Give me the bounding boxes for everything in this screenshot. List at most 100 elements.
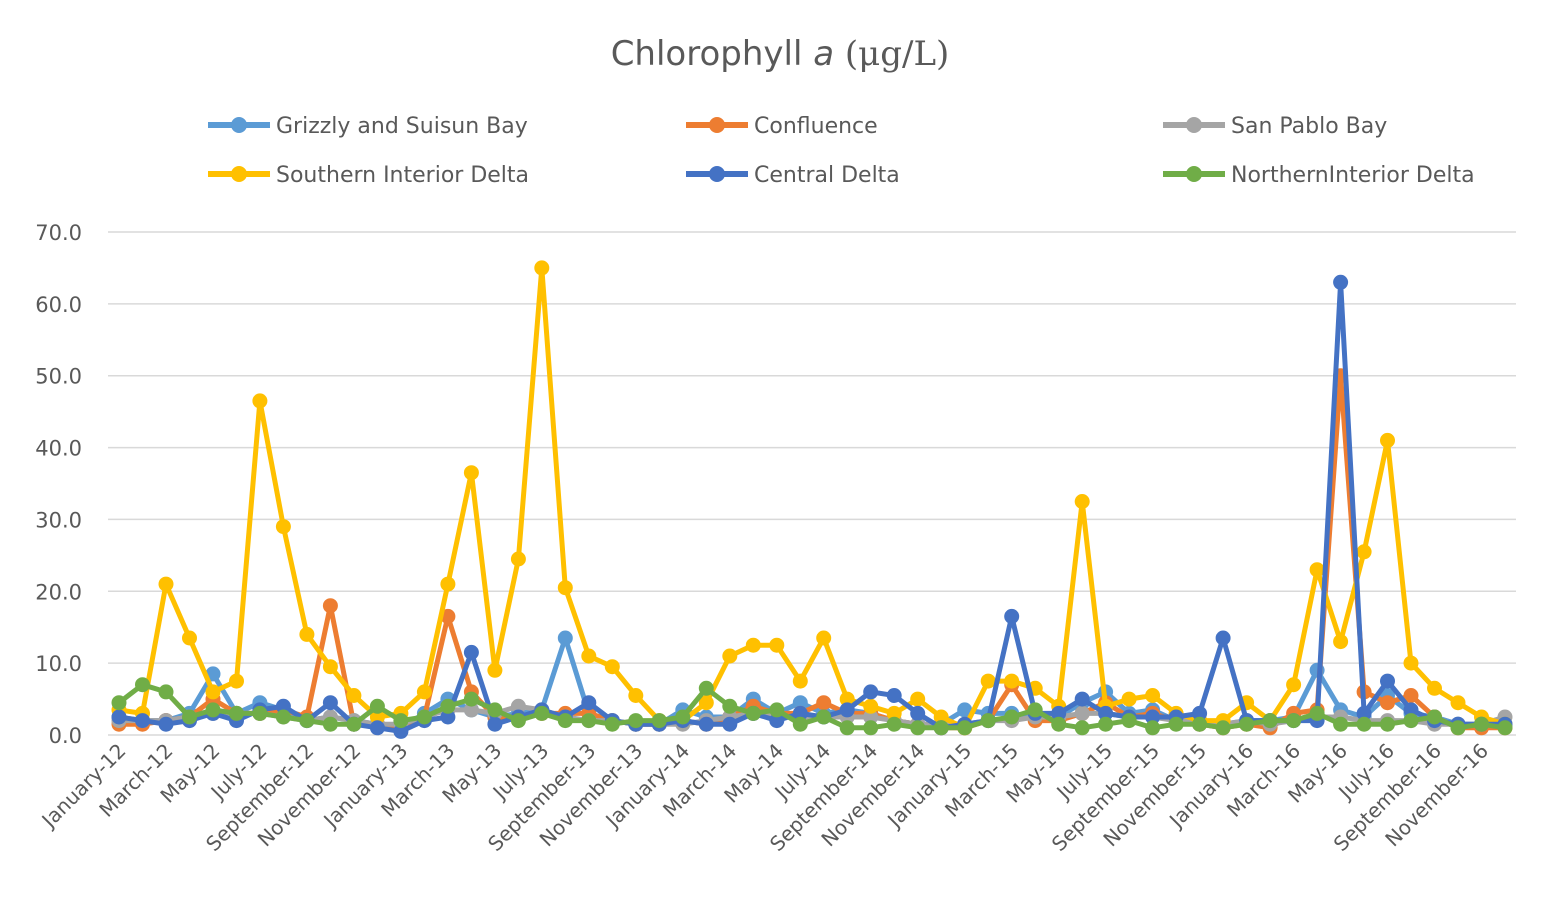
data-point xyxy=(416,709,432,725)
data-point xyxy=(886,705,902,721)
data-point xyxy=(1145,720,1161,736)
data-point xyxy=(135,713,150,729)
data-point xyxy=(1356,705,1372,721)
data-point xyxy=(534,260,550,276)
data-point xyxy=(863,698,879,714)
data-point xyxy=(322,695,338,711)
data-point xyxy=(322,598,338,614)
chart-title-unit: (μg/L) xyxy=(834,34,949,74)
data-point xyxy=(745,705,761,721)
data-point xyxy=(1403,713,1419,729)
data-point xyxy=(1215,630,1231,646)
x-axis: January-12March-12May-12July-12September… xyxy=(36,739,1493,856)
data-point xyxy=(463,702,479,718)
chart-title: Chlorophyll a (μg/L) xyxy=(611,34,950,74)
data-point xyxy=(1380,673,1395,689)
data-point xyxy=(1309,562,1325,578)
legend-label: Confluence xyxy=(754,114,878,139)
data-point xyxy=(182,709,197,725)
data-point xyxy=(1004,709,1020,725)
data-point xyxy=(722,716,738,732)
data-point xyxy=(275,519,291,535)
data-point xyxy=(698,680,714,696)
legend-swatch-marker xyxy=(709,166,725,182)
data-point xyxy=(1497,720,1513,736)
data-point xyxy=(1074,705,1090,721)
y-tick-label: 30.0 xyxy=(35,508,82,532)
data-point xyxy=(393,723,409,739)
data-point xyxy=(1403,702,1419,718)
data-point xyxy=(1356,716,1372,732)
data-point xyxy=(416,684,432,700)
gridlines xyxy=(108,231,1516,736)
series-3 xyxy=(111,260,1513,736)
legend-swatch-marker xyxy=(231,166,247,182)
data-point xyxy=(604,716,620,732)
legend-swatch-marker xyxy=(1186,166,1202,182)
data-point xyxy=(957,702,973,718)
data-point xyxy=(581,695,597,711)
legend-entry-2: San Pablo Bay xyxy=(1163,114,1387,139)
data-point xyxy=(769,702,785,718)
data-point xyxy=(182,630,197,646)
data-point xyxy=(816,709,832,725)
legend-label: Southern Interior Delta xyxy=(276,163,529,188)
data-point xyxy=(769,637,785,653)
data-point xyxy=(1239,716,1255,732)
data-point xyxy=(1403,688,1419,703)
data-point xyxy=(1121,713,1137,729)
data-point xyxy=(557,630,573,646)
data-point xyxy=(158,684,174,700)
data-point xyxy=(369,720,385,736)
data-point xyxy=(957,720,973,736)
y-tick-label: 0.0 xyxy=(49,724,82,748)
data-point xyxy=(933,720,949,736)
data-point xyxy=(135,677,150,693)
data-point xyxy=(1380,716,1395,732)
data-point xyxy=(581,713,597,729)
series-line-3 xyxy=(116,265,1508,731)
y-tick-label: 40.0 xyxy=(35,437,82,461)
data-point xyxy=(1380,695,1395,711)
data-point xyxy=(886,716,902,732)
y-axis: 0.0 10.0 20.0 30.0 40.0 50.0 60.0 70.0 xyxy=(35,221,82,748)
data-point xyxy=(581,648,597,664)
data-point xyxy=(1051,716,1067,732)
legend-label: Central Delta xyxy=(754,163,900,188)
data-point xyxy=(1450,720,1466,736)
chart-title-prefix: Chlorophyll xyxy=(611,34,814,74)
data-point xyxy=(393,713,409,729)
data-point xyxy=(1403,655,1419,671)
data-point xyxy=(604,659,620,675)
data-point xyxy=(651,713,667,729)
data-point xyxy=(1098,716,1114,732)
legend-entry-3: Southern Interior Delta xyxy=(208,163,529,188)
data-point xyxy=(769,713,785,729)
data-point xyxy=(252,705,268,721)
data-point xyxy=(463,465,479,481)
data-point xyxy=(322,659,338,675)
data-point xyxy=(910,720,926,736)
data-point xyxy=(722,698,738,714)
data-point xyxy=(1168,716,1184,732)
data-point xyxy=(910,705,926,721)
data-point xyxy=(111,709,127,725)
data-point xyxy=(792,705,808,721)
data-point xyxy=(299,626,315,642)
data-point xyxy=(628,713,644,729)
legend-label: San Pablo Bay xyxy=(1231,114,1387,139)
data-point xyxy=(1309,705,1325,721)
data-point xyxy=(839,702,855,718)
chart-title-italic: a xyxy=(813,34,834,74)
data-point xyxy=(1121,691,1137,707)
data-point xyxy=(1215,720,1231,736)
data-point xyxy=(1450,695,1466,711)
data-point xyxy=(346,688,362,703)
data-point xyxy=(322,716,338,732)
data-point xyxy=(557,580,573,596)
data-point xyxy=(910,691,926,707)
series-1 xyxy=(111,368,1513,736)
data-point xyxy=(299,713,315,729)
legend-label: NorthernInterior Delta xyxy=(1231,163,1475,188)
